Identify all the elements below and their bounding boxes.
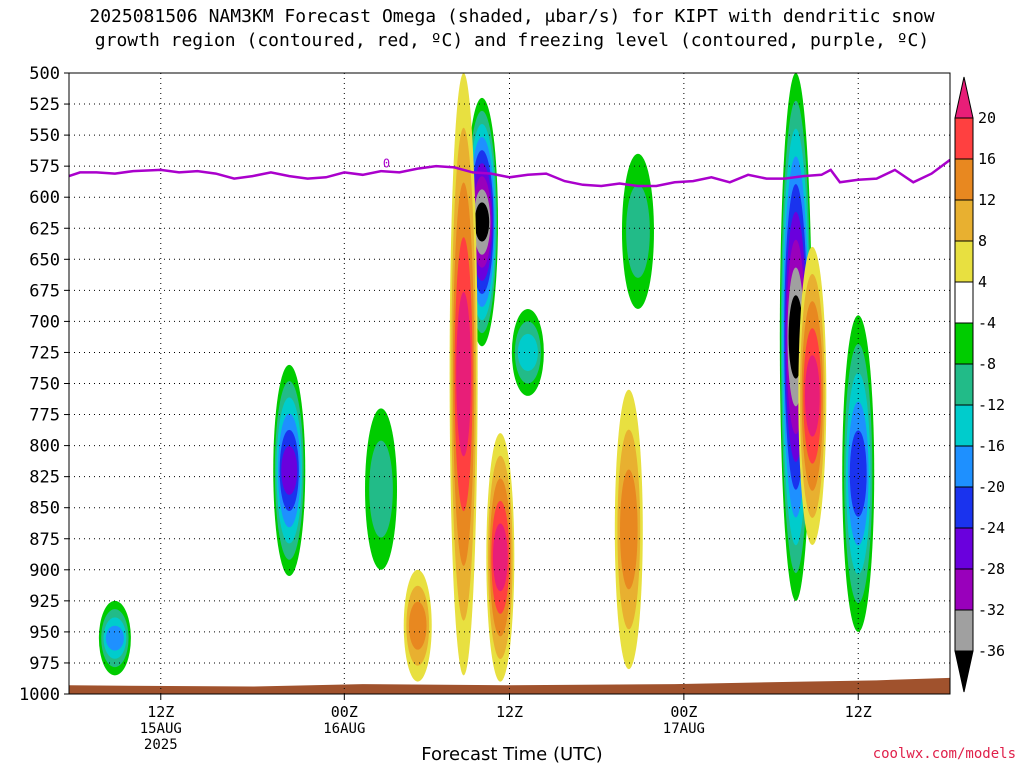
y-tick-label: 600 xyxy=(29,188,60,208)
colorbar-segment xyxy=(954,404,974,447)
omega-feature-updraft xyxy=(365,408,398,570)
colorbar-label: -16 xyxy=(978,437,1005,455)
colorbar-label: 16 xyxy=(978,150,996,168)
colorbar-segment xyxy=(954,76,974,119)
y-tick-label: 675 xyxy=(29,281,60,301)
y-tick-label: 875 xyxy=(29,530,60,550)
omega-contour xyxy=(517,333,538,372)
chart-title-line-2: growth region (contoured, red, ºC) and f… xyxy=(94,30,930,51)
omega-contour xyxy=(474,202,490,242)
colorbar-label: -36 xyxy=(978,642,1005,660)
colorbar-label: -12 xyxy=(978,396,1005,414)
y-tick-label: 625 xyxy=(29,219,60,239)
y-tick-label: 925 xyxy=(29,592,60,612)
colorbar-label: 20 xyxy=(978,109,996,127)
omega-feature-updraft xyxy=(511,308,544,396)
freezing-level-label: 0 xyxy=(383,156,390,170)
omega-contour xyxy=(408,601,427,650)
chart-title-line-1: 2025081506 NAM3KM Forecast Omega (shaded… xyxy=(89,6,935,27)
y-tick-label: 575 xyxy=(29,157,60,177)
x-tick-label: 00Z xyxy=(331,703,358,721)
colorbar-segment xyxy=(954,281,974,324)
omega-contour xyxy=(804,355,820,437)
y-tick-label: 525 xyxy=(29,95,60,115)
y-tick-label: 725 xyxy=(29,343,60,363)
y-tick-label: 825 xyxy=(29,468,60,488)
y-tick-label: 650 xyxy=(29,250,60,270)
credit-link[interactable]: coolwx.com/models xyxy=(872,746,1016,762)
colorbar-label: -24 xyxy=(978,519,1005,537)
y-tick-label: 500 xyxy=(29,64,60,84)
omega-contour xyxy=(281,446,298,495)
omega-feature-downdraft xyxy=(403,569,432,682)
colorbar-label: -28 xyxy=(978,560,1005,578)
colorbar-label: -32 xyxy=(978,601,1005,619)
colorbar-segment xyxy=(954,322,974,365)
x-tick-label: 17AUG xyxy=(663,721,705,737)
omega-contour xyxy=(456,292,471,457)
colorbar-segment xyxy=(954,363,974,406)
omega-contour xyxy=(369,440,393,538)
omega-contour xyxy=(492,523,508,592)
colorbar-label: -20 xyxy=(978,478,1005,496)
omega-feature-updraft xyxy=(98,600,131,676)
grid-lines xyxy=(69,73,950,694)
omega-feature-downdraft xyxy=(614,389,643,670)
omega-shading xyxy=(98,73,875,682)
y-tick-label: 775 xyxy=(29,406,60,426)
colorbar-segment xyxy=(954,650,974,693)
omega-contour xyxy=(626,184,650,278)
y-tick-label: 550 xyxy=(29,126,60,146)
x-tick-label: 2025 xyxy=(144,737,178,753)
omega-feature-downdraft xyxy=(486,433,515,682)
omega-feature-downdraft xyxy=(449,73,478,676)
colorbar-segment xyxy=(954,117,974,160)
y-axis: 500 525 550 575 600 625 650 675 700 725 750 775 800 8… xyxy=(19,64,69,705)
y-tick-label: 900 xyxy=(29,561,60,581)
colorbar-segment xyxy=(954,568,974,611)
colorbar: 20 16 12 8 4 -4 -8 -12 -16 -20 -24 -28 -32 -36 xyxy=(954,76,1005,693)
colorbar-segment xyxy=(954,199,974,242)
y-tick-label: 850 xyxy=(29,499,60,519)
omega-contour xyxy=(105,625,124,651)
colorbar-segment xyxy=(954,240,974,283)
colorbar-label: 8 xyxy=(978,232,987,250)
colorbar-label: -4 xyxy=(978,314,996,332)
colorbar-segment xyxy=(954,445,974,488)
omega-contour xyxy=(620,469,638,590)
y-tick-label: 1000 xyxy=(19,685,60,705)
ground-surface xyxy=(69,677,950,694)
x-tick-label: 12Z xyxy=(496,703,523,721)
plot-area: 0 xyxy=(69,73,950,694)
x-axis-title: Forecast Time (UTC) xyxy=(421,744,603,765)
y-tick-label: 975 xyxy=(29,654,60,674)
y-tick-label: 700 xyxy=(29,312,60,332)
colorbar-label: 12 xyxy=(978,191,996,209)
freezing-level-contour xyxy=(69,158,950,188)
colorbar-segment xyxy=(954,609,974,652)
y-tick-label: 800 xyxy=(29,437,60,457)
omega-feature-updraft xyxy=(621,153,654,309)
colorbar-segment xyxy=(954,527,974,570)
omega-feature-updraft xyxy=(273,364,306,577)
y-tick-label: 750 xyxy=(29,375,60,395)
colorbar-segment xyxy=(954,158,974,201)
x-tick-label: 12Z xyxy=(147,703,174,721)
colorbar-segment xyxy=(954,486,974,529)
x-tick-label: 15AUG xyxy=(140,721,182,737)
colorbar-label: 4 xyxy=(978,273,987,291)
x-tick-label: 16AUG xyxy=(323,721,365,737)
y-tick-label: 950 xyxy=(29,623,60,643)
x-tick-label: 12Z xyxy=(845,703,872,721)
colorbar-label: -8 xyxy=(978,355,996,373)
x-tick-label: 00Z xyxy=(670,703,697,721)
omega-feature-downdraft xyxy=(798,246,827,545)
